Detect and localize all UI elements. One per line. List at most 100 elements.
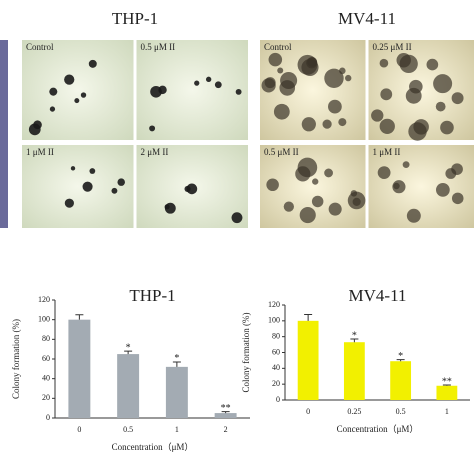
error-bar bbox=[304, 314, 313, 321]
colony bbox=[89, 168, 96, 174]
y-axis-label: Colony formation (%) bbox=[11, 319, 21, 399]
colony bbox=[339, 67, 346, 75]
colony bbox=[380, 88, 393, 101]
x-tick-label: 0 bbox=[306, 407, 310, 416]
micrograph-title: THP-1 bbox=[112, 9, 158, 28]
error-bar bbox=[350, 338, 359, 343]
bar bbox=[436, 385, 458, 400]
colony bbox=[158, 85, 167, 95]
colony bbox=[396, 53, 411, 68]
colony bbox=[164, 202, 176, 214]
x-axis-label: Concentration（μM） bbox=[112, 442, 194, 452]
micrograph-label: 2 μM II bbox=[141, 147, 169, 157]
colony bbox=[371, 109, 384, 122]
colony bbox=[299, 207, 316, 224]
micrograph bbox=[368, 145, 474, 228]
colony bbox=[451, 92, 464, 105]
colony bbox=[451, 192, 464, 205]
colony bbox=[402, 161, 410, 169]
y-tick-label: 40 bbox=[272, 363, 280, 372]
y-axis-label: Colony formation (%) bbox=[241, 313, 251, 393]
micrograph bbox=[22, 145, 134, 228]
chart-title: MV4-11 bbox=[349, 286, 407, 305]
significance-label: ** bbox=[221, 403, 231, 414]
colony bbox=[64, 198, 74, 208]
colony bbox=[426, 58, 439, 71]
micrograph-label: Control bbox=[264, 42, 292, 52]
micrograph-label: 0.5 μM II bbox=[264, 147, 299, 157]
colony bbox=[312, 178, 319, 185]
y-tick-label: 20 bbox=[42, 393, 50, 402]
micrograph-label: 1 μM II bbox=[373, 147, 401, 157]
colony bbox=[311, 195, 324, 208]
colony bbox=[80, 92, 87, 98]
bar bbox=[214, 413, 237, 418]
significance-label: ** bbox=[442, 376, 452, 387]
micrograph-title: MV4-11 bbox=[338, 9, 396, 28]
y-tick-label: 40 bbox=[42, 373, 50, 382]
significance-label: * bbox=[126, 342, 131, 353]
error-bar bbox=[396, 359, 405, 362]
colony bbox=[149, 125, 156, 132]
colony bbox=[393, 182, 400, 190]
significance-label: * bbox=[352, 330, 357, 341]
error-bar bbox=[172, 361, 181, 367]
colony bbox=[379, 118, 395, 134]
x-axis-label: Concentration（μM） bbox=[337, 424, 419, 434]
y-tick-label: 60 bbox=[42, 354, 50, 363]
colony bbox=[440, 120, 454, 135]
micrograph-label: 0.5 μM II bbox=[141, 42, 176, 52]
bar bbox=[68, 319, 91, 418]
colony bbox=[406, 208, 421, 223]
colony bbox=[82, 181, 93, 192]
colony bbox=[306, 57, 318, 69]
cropped-panel bbox=[0, 40, 8, 228]
colony bbox=[338, 118, 347, 127]
y-tick-label: 120 bbox=[268, 300, 280, 309]
x-tick-label: 1 bbox=[175, 425, 179, 434]
colony bbox=[433, 74, 453, 94]
colony bbox=[451, 163, 463, 176]
x-tick-label: 0.5 bbox=[396, 407, 406, 416]
colony bbox=[435, 183, 450, 197]
y-tick-label: 100 bbox=[268, 316, 280, 325]
colony bbox=[74, 98, 80, 104]
colony bbox=[324, 68, 344, 88]
colony bbox=[273, 103, 290, 120]
colony bbox=[283, 201, 294, 212]
bar bbox=[343, 342, 365, 400]
micrograph-label: 0.25 μM II bbox=[373, 42, 412, 52]
colony bbox=[268, 52, 283, 67]
colony bbox=[235, 88, 242, 95]
colony bbox=[205, 76, 212, 83]
error-bar bbox=[221, 411, 230, 414]
micrograph-label: Control bbox=[26, 42, 54, 52]
y-tick-label: 0 bbox=[46, 413, 50, 422]
x-tick-label: 0.25 bbox=[347, 407, 361, 416]
x-tick-label: 2 bbox=[224, 425, 228, 434]
y-tick-label: 120 bbox=[38, 295, 50, 304]
colony bbox=[88, 59, 97, 68]
chart-title: THP-1 bbox=[129, 286, 175, 305]
colony bbox=[194, 80, 200, 86]
y-tick-label: 80 bbox=[272, 331, 280, 340]
colony bbox=[231, 212, 243, 224]
colony bbox=[280, 71, 298, 90]
colony bbox=[266, 178, 279, 192]
colony bbox=[350, 190, 358, 197]
y-tick-label: 60 bbox=[272, 347, 280, 356]
colony bbox=[64, 74, 75, 85]
colony bbox=[261, 78, 276, 93]
colony bbox=[408, 122, 427, 141]
colony bbox=[328, 202, 342, 216]
error-bar bbox=[75, 314, 84, 320]
y-tick-label: 0 bbox=[276, 395, 280, 404]
colony bbox=[70, 166, 76, 171]
colony bbox=[277, 67, 284, 74]
colony bbox=[324, 168, 333, 178]
colony bbox=[405, 87, 422, 104]
significance-label: * bbox=[174, 353, 179, 364]
x-tick-label: 0 bbox=[77, 425, 81, 434]
colony bbox=[301, 117, 316, 132]
